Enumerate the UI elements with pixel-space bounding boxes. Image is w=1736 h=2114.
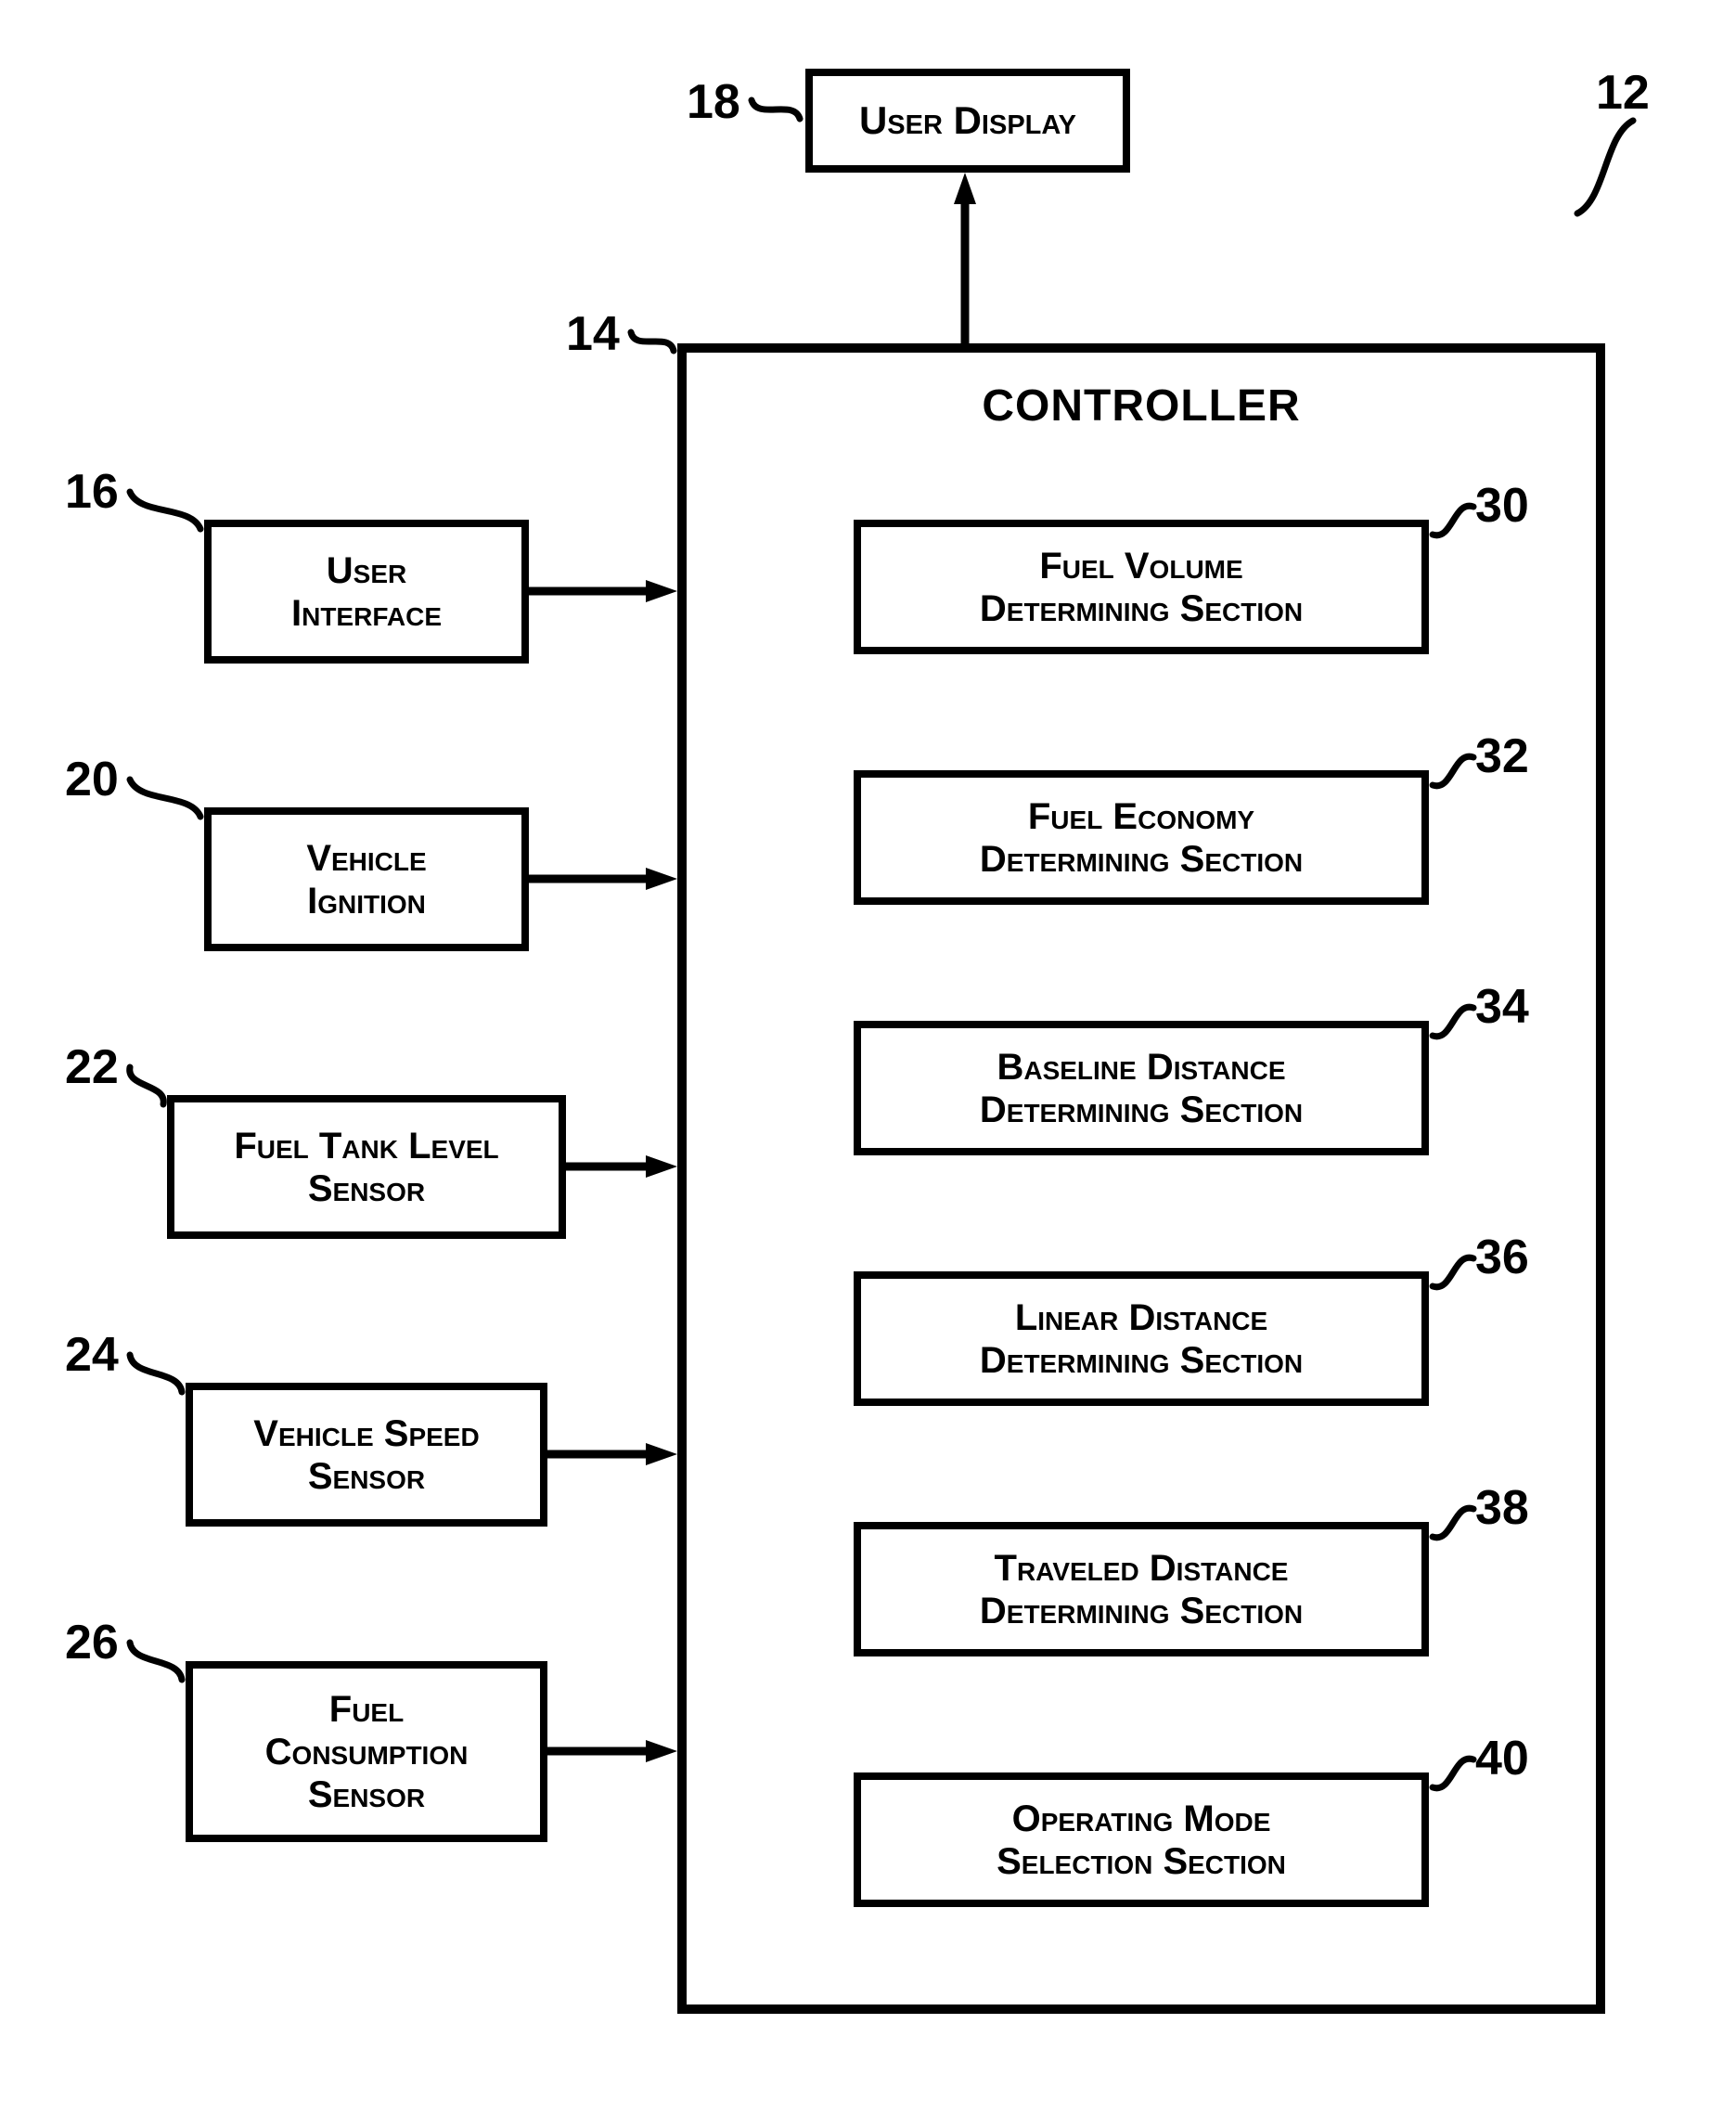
traveled-distance-section-label: Traveled DistanceDetermining Section	[980, 1547, 1303, 1632]
ref-18: 18	[687, 74, 740, 130]
ref-30: 30	[1475, 478, 1529, 534]
diagram-stage: User Display 18 12 CONTROLLER 14 UserInt…	[0, 0, 1736, 2114]
vehicle-ignition-box: VehicleIgnition	[204, 807, 529, 951]
ref-34: 34	[1475, 979, 1529, 1035]
ref-40: 40	[1475, 1731, 1529, 1786]
linear-distance-section-label: Linear DistanceDetermining Section	[980, 1296, 1303, 1382]
ref-22: 22	[65, 1039, 119, 1095]
user-display-box: User Display	[805, 69, 1130, 173]
vehicle-ignition-label: VehicleIgnition	[306, 837, 426, 922]
user-interface-box: UserInterface	[204, 520, 529, 664]
ref-24: 24	[65, 1327, 119, 1383]
fuel-consumption-sensor-box: FuelConsumptionSensor	[186, 1661, 547, 1842]
ref-36: 36	[1475, 1230, 1529, 1285]
controller-title: CONTROLLER	[982, 380, 1300, 432]
user-interface-label: UserInterface	[291, 549, 442, 635]
fuel-economy-section-label: Fuel EconomyDetermining Section	[980, 795, 1303, 881]
fuel-volume-section-box: Fuel VolumeDetermining Section	[854, 520, 1429, 654]
fuel-economy-section-box: Fuel EconomyDetermining Section	[854, 770, 1429, 905]
fuel-tank-level-sensor-label: Fuel Tank LevelSensor	[234, 1125, 498, 1210]
traveled-distance-section-box: Traveled DistanceDetermining Section	[854, 1522, 1429, 1656]
ref-16: 16	[65, 464, 119, 520]
user-display-label: User Display	[859, 98, 1076, 143]
ref-20: 20	[65, 752, 119, 807]
ref-32: 32	[1475, 728, 1529, 784]
baseline-distance-section-label: Baseline DistanceDetermining Section	[980, 1046, 1303, 1131]
operating-mode-section-label: Operating ModeSelection Section	[997, 1798, 1286, 1883]
operating-mode-section-box: Operating ModeSelection Section	[854, 1772, 1429, 1907]
ref-38: 38	[1475, 1480, 1529, 1536]
vehicle-speed-sensor-label: Vehicle SpeedSensor	[253, 1412, 479, 1498]
fuel-tank-level-sensor-box: Fuel Tank LevelSensor	[167, 1095, 566, 1239]
fuel-consumption-sensor-label: FuelConsumptionSensor	[265, 1688, 469, 1816]
fuel-volume-section-label: Fuel VolumeDetermining Section	[980, 545, 1303, 630]
ref-14: 14	[566, 306, 620, 362]
linear-distance-section-box: Linear DistanceDetermining Section	[854, 1271, 1429, 1406]
baseline-distance-section-box: Baseline DistanceDetermining Section	[854, 1021, 1429, 1155]
vehicle-speed-sensor-box: Vehicle SpeedSensor	[186, 1383, 547, 1527]
ref-12: 12	[1596, 65, 1650, 121]
ref-26: 26	[65, 1615, 119, 1670]
